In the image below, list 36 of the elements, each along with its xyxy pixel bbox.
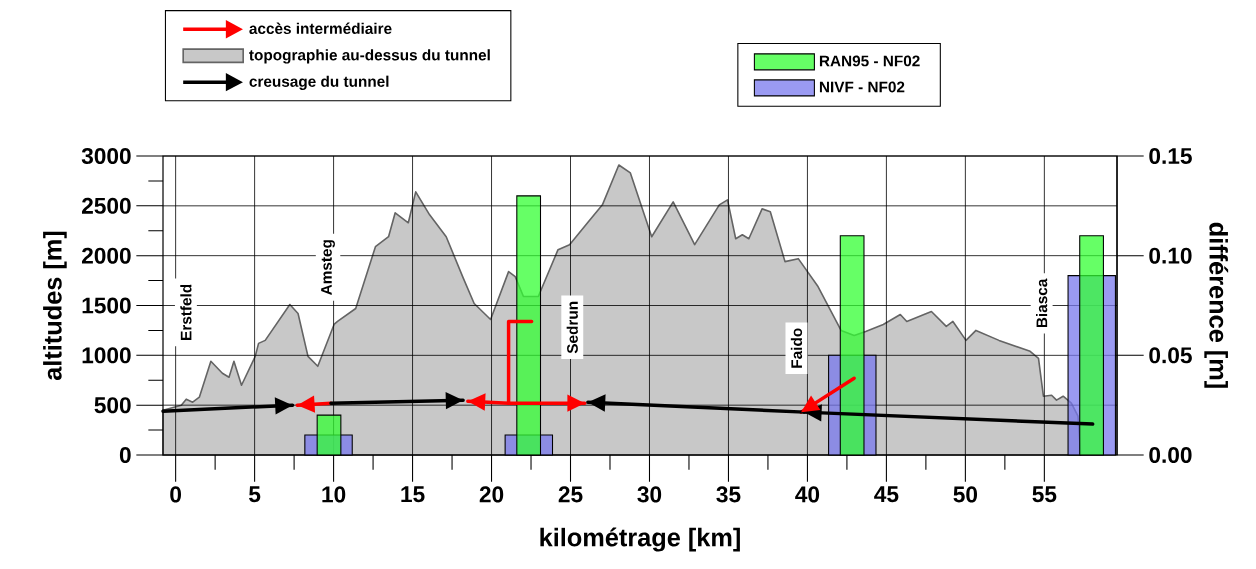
y2-tick-label: 0.10 (1149, 247, 1192, 264)
legend-label: accès intermédiaire (249, 22, 392, 35)
y2-tick-label: 0.00 (1149, 446, 1192, 464)
x-tick-label: 50 (953, 486, 978, 503)
y-axis-title: altitudes [m] (43, 231, 67, 381)
x-tick-label: 55 (1032, 486, 1057, 503)
x-tick-label: 15 (401, 486, 425, 503)
annotation: Faido (790, 328, 803, 368)
annotation: Amsteg (321, 240, 335, 295)
x-tick-label: 35 (716, 486, 741, 503)
annotation: Sedrun (566, 301, 578, 354)
legend-label: topographie au-dessus du tunnel (249, 49, 490, 64)
y2-tick-label: 0.05 (1149, 347, 1192, 364)
x-tick-label: 20 (479, 486, 504, 503)
x-tick-label: 30 (637, 486, 662, 503)
x-tick-label: 45 (874, 486, 899, 503)
y-tick-label: 2000 (81, 247, 131, 264)
y2-tick-label: 0.15 (1149, 147, 1192, 165)
annotation: Biasca (1036, 278, 1048, 328)
y2-axis-title: différence [m] (1204, 222, 1229, 388)
x-tick-label: 10 (322, 486, 346, 503)
legend-label: RAN95 - NF02 (819, 55, 920, 67)
legend-label: creusage du tunnel (249, 75, 389, 90)
x-tick-label: 25 (558, 486, 583, 503)
x-tick-label: 40 (795, 486, 820, 503)
y-tick-label: 1500 (82, 297, 131, 314)
legend-label: NIVF - NF02 (819, 81, 905, 93)
y-tick-label: 3000 (81, 147, 131, 165)
y-tick-label: 1000 (82, 347, 131, 364)
annotation: Erstfeld (180, 284, 192, 340)
y-tick-label: 2500 (81, 197, 131, 214)
x-tick-label: 5 (249, 486, 261, 503)
x-axis-title: kilométrage [km] (540, 527, 740, 552)
x-tick-label: 0 (170, 486, 182, 503)
y-tick-label: 0 (119, 446, 131, 464)
y-tick-label: 500 (94, 397, 131, 414)
